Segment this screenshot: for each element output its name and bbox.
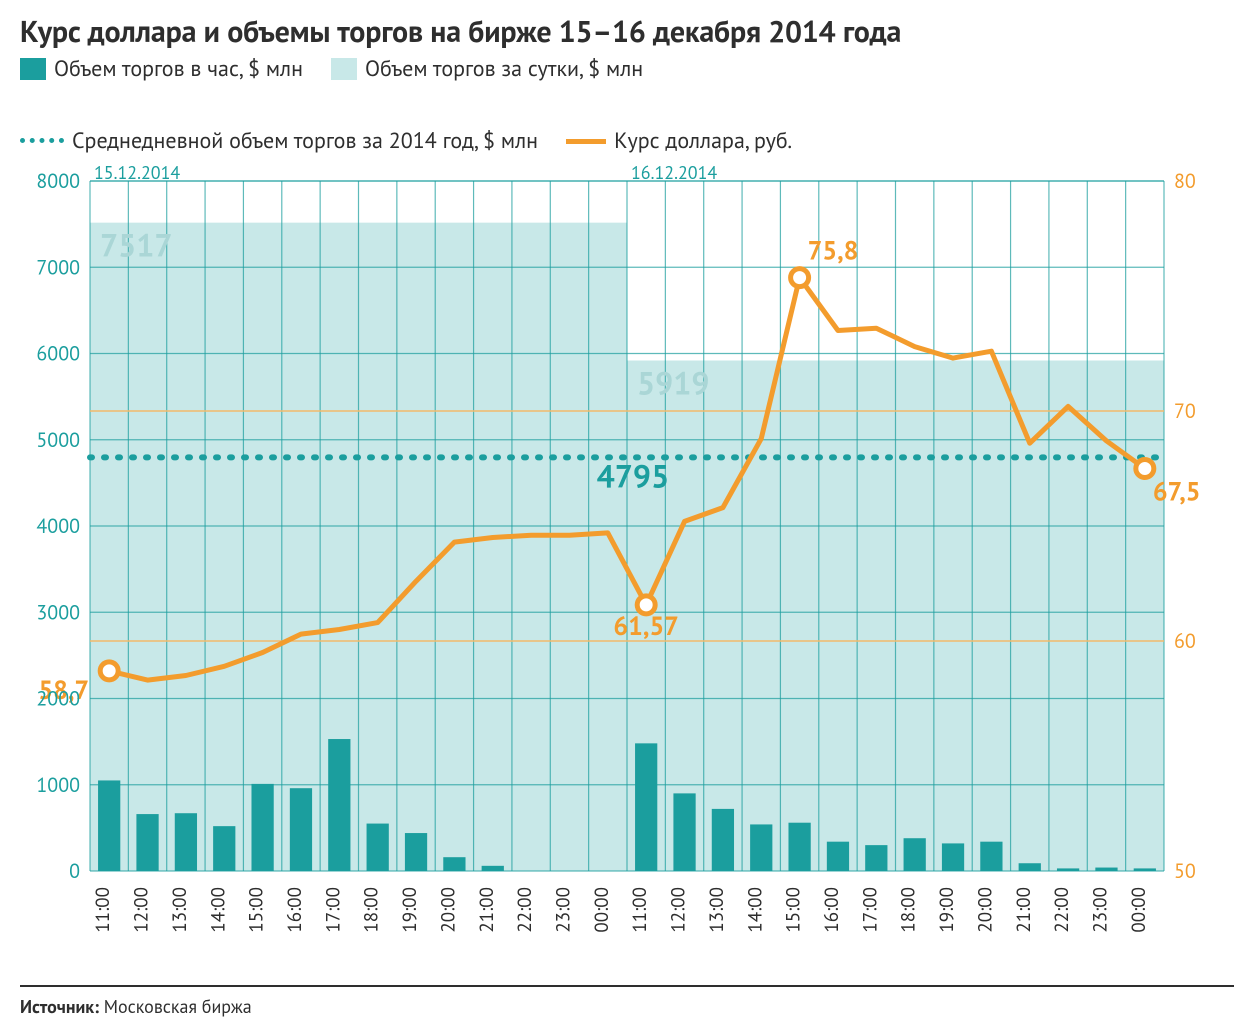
left-axis-tick: 6000 <box>36 341 80 367</box>
x-axis-tick: 22:00 <box>513 887 537 933</box>
x-axis-tick: 19:00 <box>935 887 959 933</box>
daily-volume-label: 5919 <box>637 361 710 403</box>
legend-hourly-volume: Объем торгов в час, $ млн <box>20 55 303 83</box>
legend-daily-volume: Объем торгов за сутки, $ млн <box>331 55 643 83</box>
left-axis-tick: 8000 <box>36 168 80 194</box>
x-axis-tick: 13:00 <box>705 887 729 933</box>
bar <box>251 784 273 871</box>
swatch-bar <box>20 58 46 80</box>
legend-label: Курс доллара, руб. <box>614 127 792 155</box>
bar <box>136 814 158 871</box>
x-axis-tick: 19:00 <box>398 887 422 933</box>
chart: 58,761,5775,867,575175919479515.12.20141… <box>20 161 1234 961</box>
legend: Объем торгов в час, $ млн Объем торгов з… <box>20 55 1234 155</box>
bar <box>673 793 695 871</box>
bar <box>635 743 657 871</box>
bar <box>1019 863 1041 871</box>
left-axis-tick: 3000 <box>36 599 80 625</box>
line-marker-label: 67,5 <box>1153 476 1201 509</box>
source-label: Источник: <box>20 995 99 1018</box>
x-axis-tick: 11:00 <box>628 887 652 933</box>
bar <box>482 866 504 871</box>
bar <box>98 780 120 871</box>
x-axis-tick: 15:00 <box>245 887 269 933</box>
x-axis-tick: 16:00 <box>283 887 307 933</box>
x-axis-tick: 12:00 <box>130 887 154 933</box>
bar <box>1057 868 1079 871</box>
line-marker <box>1136 460 1154 478</box>
legend-usd-rate: Курс доллара, руб. <box>566 127 792 155</box>
line-marker <box>100 662 118 680</box>
bar <box>750 824 772 871</box>
x-axis-tick: 20:00 <box>973 887 997 933</box>
x-axis-tick: 20:00 <box>436 887 460 933</box>
bar <box>788 823 810 871</box>
x-axis-tick: 14:00 <box>743 887 767 933</box>
legend-avg-volume: Среднедневной объем торгов за 2014 год, … <box>20 127 538 155</box>
bar <box>827 842 849 871</box>
swatch-area <box>331 58 357 80</box>
x-axis-tick: 11:00 <box>91 887 115 933</box>
legend-label: Объем торгов в час, $ млн <box>54 55 303 83</box>
bar <box>213 826 235 871</box>
bar <box>290 788 312 871</box>
bar <box>942 843 964 871</box>
x-axis-tick: 22:00 <box>1050 887 1074 933</box>
x-axis-tick: 12:00 <box>667 887 691 933</box>
left-axis-tick: 7000 <box>36 254 80 280</box>
bar <box>865 845 887 871</box>
right-axis-tick: 80 <box>1174 168 1196 194</box>
x-axis-tick: 21:00 <box>475 887 499 933</box>
legend-label: Среднедневной объем торгов за 2014 год, … <box>72 127 538 155</box>
swatch-dotted <box>20 138 64 147</box>
left-axis-tick: 0 <box>69 858 80 884</box>
right-axis-tick: 50 <box>1174 858 1196 884</box>
x-axis-tick: 23:00 <box>551 887 575 933</box>
page-title: Курс доллара и объемы торгов на бирже 15… <box>20 12 1234 51</box>
bar <box>1134 868 1156 871</box>
left-axis-tick: 2000 <box>36 686 80 712</box>
legend-label: Объем торгов за сутки, $ млн <box>365 55 643 83</box>
x-axis-tick: 00:00 <box>590 887 614 933</box>
bar <box>904 838 926 871</box>
left-axis-tick: 4000 <box>36 513 80 539</box>
x-axis-tick: 23:00 <box>1088 887 1112 933</box>
bar <box>1095 868 1117 871</box>
left-axis-tick: 1000 <box>36 772 80 798</box>
avg-volume-label: 4795 <box>597 454 670 496</box>
x-axis-tick: 18:00 <box>360 887 384 933</box>
bar <box>980 842 1002 871</box>
x-axis-tick: 16:00 <box>820 887 844 933</box>
daily-volume-label: 7517 <box>100 224 173 266</box>
bar <box>443 857 465 871</box>
x-axis-tick: 21:00 <box>1012 887 1036 933</box>
x-axis-tick: 17:00 <box>858 887 882 933</box>
bar <box>405 833 427 871</box>
x-axis-tick: 00:00 <box>1127 887 1151 933</box>
chart-svg: 58,761,5775,867,575175919479515.12.20141… <box>20 161 1234 961</box>
left-axis-tick: 5000 <box>36 427 80 453</box>
bar <box>175 813 197 871</box>
x-axis-tick: 15:00 <box>782 887 806 933</box>
x-axis-tick: 17:00 <box>321 887 345 933</box>
footer: Источник: Московская биржа <box>20 985 1234 1018</box>
source-value: Московская биржа <box>104 995 252 1018</box>
line-marker-label: 61,57 <box>613 610 679 643</box>
bar <box>712 809 734 871</box>
bar <box>367 824 389 871</box>
x-axis-tick: 18:00 <box>897 887 921 933</box>
line-marker <box>791 269 809 287</box>
bar <box>328 739 350 871</box>
right-axis-tick: 70 <box>1174 398 1196 424</box>
x-axis-tick: 14:00 <box>206 887 230 933</box>
swatch-line <box>566 139 606 144</box>
right-axis-tick: 60 <box>1174 628 1196 654</box>
x-axis-tick: 13:00 <box>168 887 192 933</box>
line-marker-label: 75,8 <box>808 235 859 268</box>
